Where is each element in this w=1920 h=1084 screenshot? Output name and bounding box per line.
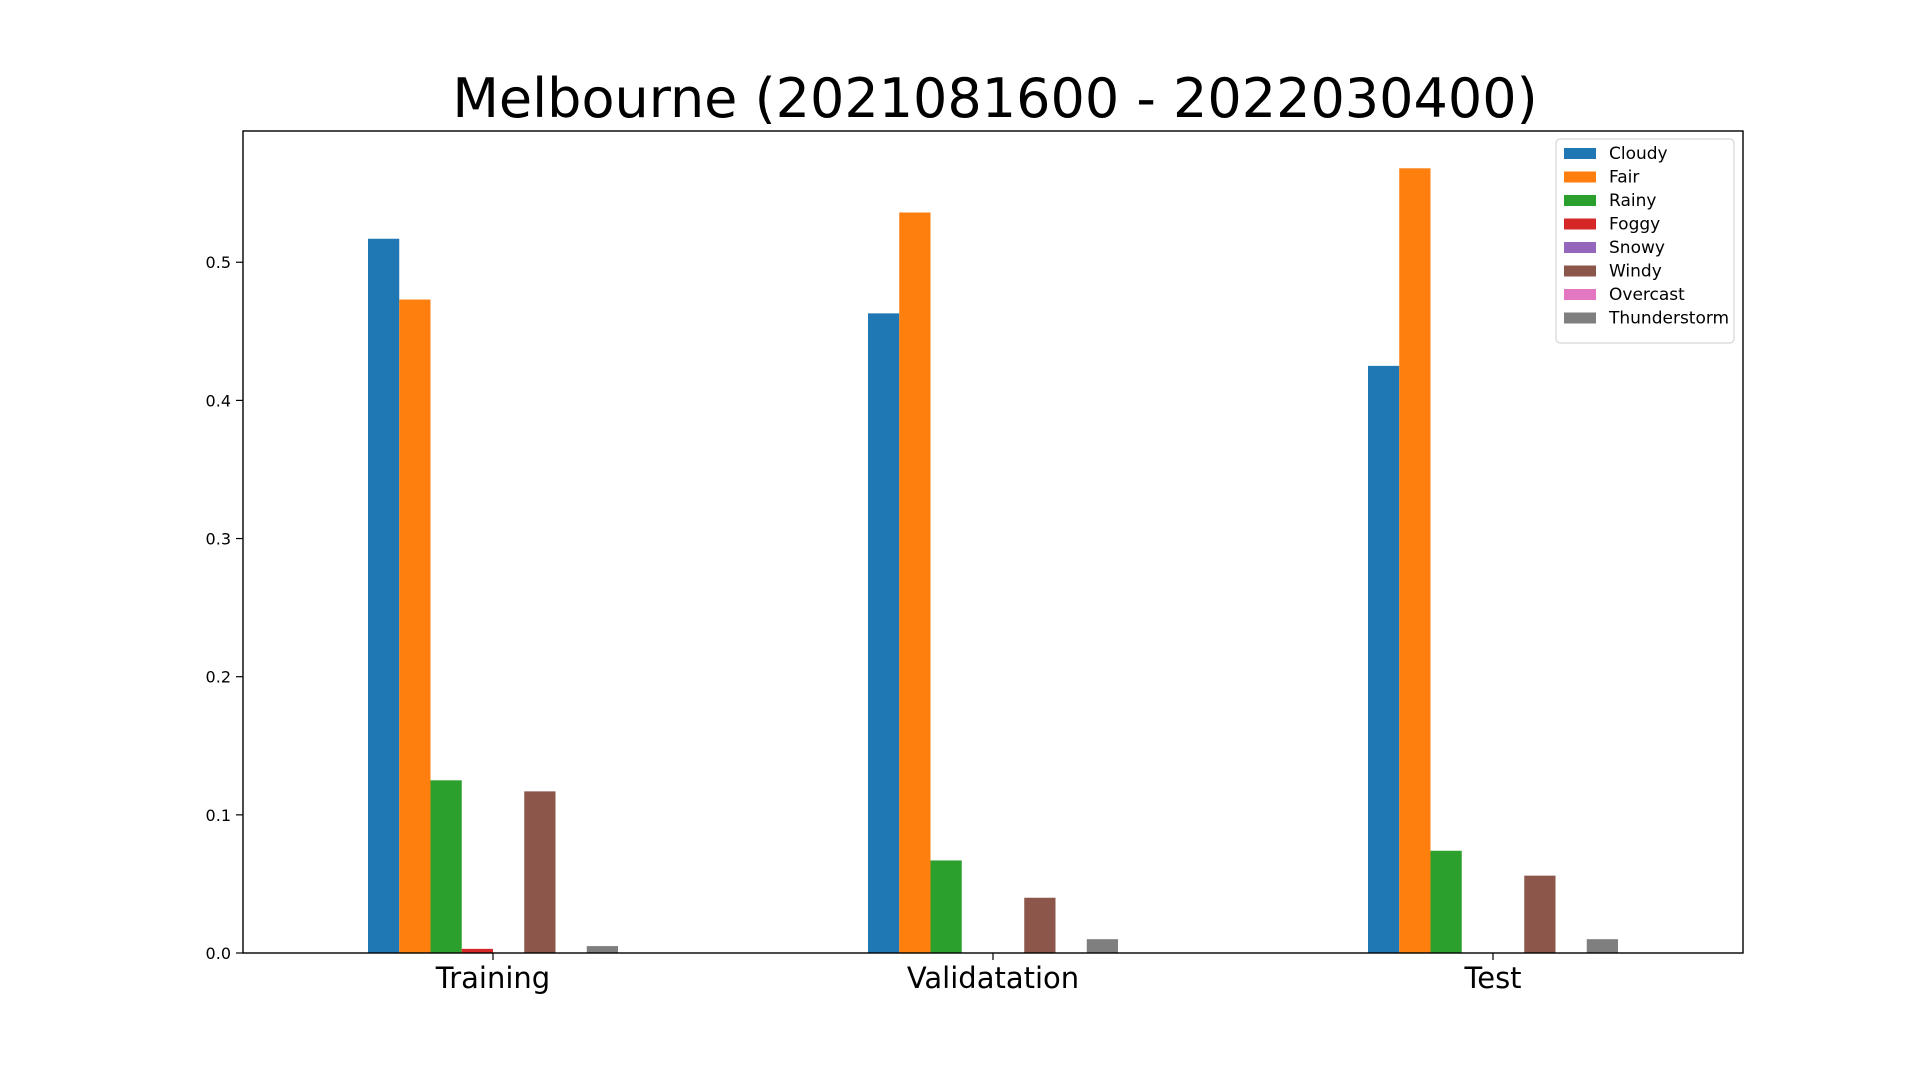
- chart-title: Melbourne (2021081600 - 2022030400): [452, 67, 1537, 130]
- xtick-label: Test: [1463, 961, 1521, 995]
- bar-thunderstorm-validatation: [1086, 939, 1118, 953]
- legend-label-snowy: Snowy: [1609, 238, 1665, 258]
- legend-swatch-thunderstorm: [1564, 312, 1596, 324]
- legend-swatch-fair: [1564, 171, 1596, 183]
- bar-windy-training: [524, 791, 556, 953]
- legend-label-cloudy: Cloudy: [1609, 144, 1668, 164]
- legend-label-foggy: Foggy: [1609, 215, 1660, 235]
- bar-fair-test: [1399, 168, 1431, 954]
- bar-cloudy-test: [1368, 365, 1400, 953]
- ytick-label: 0.5: [206, 253, 231, 272]
- ytick-label: 0.0: [206, 944, 231, 963]
- legend: Cloudy Fair Rainy Foggy Snowy Windy Overcast Th…: [1555, 138, 1735, 344]
- plot-area: 0.00.10.20.30.40.5 Training Validatation T…: [206, 130, 1744, 995]
- bar-thunderstorm-training: [586, 946, 618, 953]
- legend-swatch-overcast: [1564, 289, 1596, 300]
- bar-thunderstorm-test: [1586, 939, 1618, 953]
- legend-swatch-cloudy: [1564, 148, 1596, 159]
- ytick-label: 0.2: [206, 668, 231, 687]
- xtick-label: Training: [435, 961, 550, 995]
- legend-label-fair: Fair: [1609, 168, 1639, 188]
- legend-box: [1555, 138, 1735, 344]
- axes-frame: [242, 130, 1744, 954]
- legend-label-rainy: Rainy: [1609, 191, 1656, 211]
- ytick-label: 0.3: [206, 530, 231, 549]
- bar-cloudy-validatation: [868, 313, 900, 953]
- bar-windy-test: [1524, 875, 1556, 953]
- xtick-label: Validatation: [907, 961, 1079, 995]
- bar-fair-training: [399, 299, 431, 953]
- ytick-label: 0.4: [206, 391, 231, 410]
- bar-foggy-training: [461, 948, 493, 953]
- legend-swatch-snowy: [1564, 242, 1596, 253]
- y-axis: 0.0 0.1 0.2 0.3 0.4 0.5: [206, 253, 243, 963]
- bar-rainy-test: [1430, 850, 1462, 953]
- ytick-label: 0.1: [206, 806, 231, 825]
- legend-label-windy: Windy: [1609, 262, 1662, 282]
- bar-fair-validatation: [899, 212, 931, 953]
- legend-swatch-foggy: [1564, 218, 1596, 230]
- legend-swatch-windy: [1564, 265, 1596, 277]
- bar-rainy-training: [430, 780, 462, 953]
- bar-rainy-validatation: [930, 860, 962, 953]
- legend-label-thunderstorm: Thunderstorm: [1608, 309, 1729, 329]
- x-axis: Training Validatation Test: [435, 953, 1522, 995]
- bar-cloudy-training: [368, 238, 400, 953]
- bars-layer: [368, 168, 1618, 954]
- bar-windy-validatation: [1024, 897, 1056, 953]
- legend-swatch-rainy: [1564, 195, 1596, 206]
- legend-label-overcast: Overcast: [1609, 285, 1685, 305]
